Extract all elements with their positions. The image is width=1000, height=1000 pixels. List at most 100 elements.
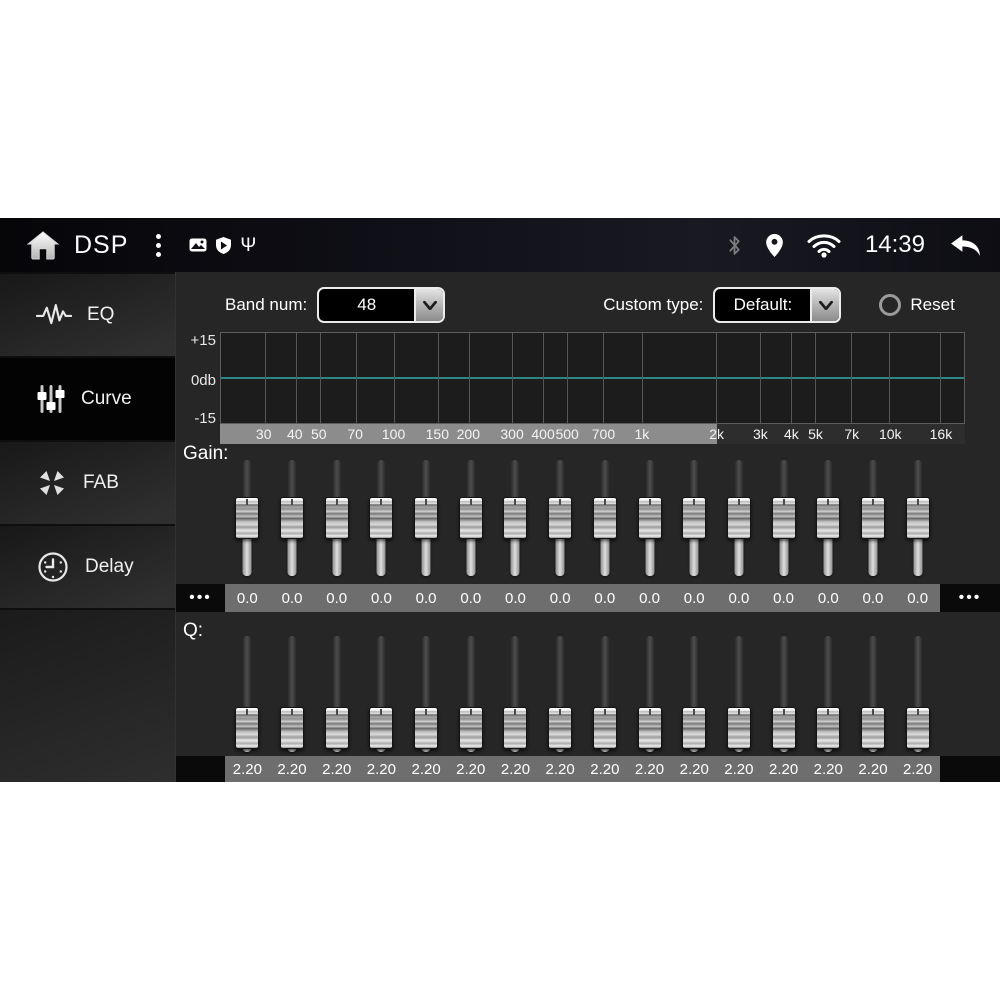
gain-value: 0.0 — [460, 589, 482, 607]
q-slider-thumb[interactable] — [235, 706, 260, 749]
home-icon[interactable] — [26, 230, 60, 260]
gain-slider-thumb[interactable] — [816, 497, 841, 539]
gain-slider[interactable] — [717, 458, 762, 578]
q-slider-thumb[interactable] — [905, 706, 930, 749]
q-slider-thumb[interactable] — [503, 706, 528, 749]
gain-slider-thumb[interactable] — [592, 497, 617, 539]
q-slider[interactable] — [225, 634, 270, 754]
sidebar-item-fab[interactable]: FAB — [0, 442, 175, 524]
q-slider[interactable] — [895, 634, 940, 754]
q-endcap-right — [940, 756, 1000, 782]
gain-slider-track-upper — [466, 460, 475, 518]
q-slider-thumb[interactable] — [324, 706, 349, 749]
gain-slider-thumb[interactable] — [458, 497, 483, 539]
gain-slider-thumb[interactable] — [860, 497, 885, 539]
zero-db-response-line — [221, 377, 964, 379]
gain-slider-thumb[interactable] — [235, 497, 260, 539]
q-slider[interactable] — [404, 634, 449, 754]
gain-slider-thumb[interactable] — [637, 497, 662, 539]
q-slider[interactable] — [270, 634, 315, 754]
q-slider[interactable] — [359, 634, 404, 754]
band-num-dropdown-button[interactable] — [414, 289, 444, 321]
gain-slider[interactable] — [761, 458, 806, 578]
q-value: 2.20 — [768, 760, 799, 778]
custom-type-dropdown-button[interactable] — [810, 289, 840, 321]
reset-radio-button[interactable] — [879, 294, 902, 316]
sidebar-item-eq[interactable]: EQ — [0, 274, 175, 356]
gain-slider-thumb[interactable] — [771, 497, 796, 539]
gain-slider-thumb[interactable] — [905, 497, 930, 539]
q-slider[interactable] — [672, 634, 717, 754]
q-slider[interactable] — [806, 634, 851, 754]
gain-slider[interactable] — [314, 458, 359, 578]
custom-type-dropdown[interactable]: Default: — [713, 287, 842, 323]
gain-value: 0.0 — [549, 589, 571, 607]
q-slider-thumb[interactable] — [458, 706, 483, 749]
gain-slider[interactable] — [627, 458, 672, 578]
gain-slider[interactable] — [448, 458, 493, 578]
gain-slider-thumb[interactable] — [280, 497, 305, 539]
q-slider[interactable] — [314, 634, 359, 754]
gain-slider-thumb[interactable] — [726, 497, 751, 539]
gain-slider-thumb[interactable] — [503, 497, 528, 539]
q-slider-thumb[interactable] — [548, 706, 573, 749]
sidebar-item-label: EQ — [87, 304, 115, 325]
band-num-dropdown[interactable]: 48 — [317, 287, 446, 323]
gain-slider[interactable] — [404, 458, 449, 578]
q-slider[interactable] — [493, 634, 538, 754]
q-slider-thumb[interactable] — [771, 706, 796, 749]
gain-slider-track-upper — [511, 460, 520, 518]
q-slider[interactable] — [851, 634, 896, 754]
sidebar-item-delay[interactable]: Delay — [0, 526, 175, 608]
gain-slider[interactable] — [672, 458, 717, 578]
gain-slider-thumb[interactable] — [682, 497, 707, 539]
wifi-icon — [807, 232, 841, 259]
gain-slider[interactable] — [225, 458, 270, 578]
sidebar-item-curve[interactable]: Curve — [0, 358, 175, 440]
frequency-tick-label: 50 — [311, 426, 327, 442]
clock-time: 14:39 — [864, 231, 925, 258]
gain-slider-thumb[interactable] — [324, 497, 349, 539]
gain-slider[interactable] — [806, 458, 851, 578]
q-slider-thumb[interactable] — [637, 706, 662, 749]
q-slider[interactable] — [448, 634, 493, 754]
q-slider[interactable] — [627, 634, 672, 754]
custom-type-label: Custom type: — [603, 295, 704, 314]
q-slider-thumb[interactable] — [682, 706, 707, 749]
gain-slider-thumb[interactable] — [414, 497, 439, 539]
gain-overflow-left-button[interactable]: ••• — [176, 584, 225, 612]
gain-slider[interactable] — [270, 458, 315, 578]
grid-line — [394, 333, 396, 423]
gain-slider[interactable] — [895, 458, 940, 578]
q-slider-thumb[interactable] — [592, 706, 617, 749]
gain-slider[interactable] — [851, 458, 896, 578]
q-slider-thumb[interactable] — [414, 706, 439, 749]
q-slider[interactable] — [761, 634, 806, 754]
gain-overflow-right-button[interactable]: ••• — [940, 584, 1000, 612]
grid-line — [603, 333, 605, 423]
gain-slider[interactable] — [583, 458, 628, 578]
overflow-menu-icon[interactable] — [156, 233, 162, 257]
q-slider-thumb[interactable] — [860, 706, 885, 749]
gain-slider-track-lower — [645, 518, 655, 576]
q-slider-thumb[interactable] — [816, 706, 841, 749]
q-value: 2.20 — [634, 760, 665, 778]
back-icon[interactable] — [949, 233, 982, 258]
q-slider-thumb[interactable] — [726, 706, 751, 749]
gain-slider[interactable] — [538, 458, 583, 578]
location-icon — [766, 233, 783, 257]
q-slider[interactable] — [538, 634, 583, 754]
gain-slider-track-upper — [600, 460, 609, 518]
gain-slider[interactable] — [359, 458, 404, 578]
q-slider-thumb[interactable] — [280, 706, 305, 749]
q-slider[interactable] — [717, 634, 762, 754]
eq-curve-graph: +15 0db -15 30 40 50 70 100 150 200 300 400 500 70… — [176, 332, 966, 444]
gain-slider[interactable] — [493, 458, 538, 578]
q-values-strip: 2.20 2.20 2.20 2.20 2.20 2.20 2.20 2.20 2.20 2.20… — [225, 756, 940, 782]
q-slider[interactable] — [583, 634, 628, 754]
q-slider-thumb[interactable] — [369, 706, 394, 749]
reset-label: Reset — [910, 295, 955, 314]
gain-slider-thumb[interactable] — [548, 497, 573, 539]
gain-slider-thumb[interactable] — [369, 497, 394, 539]
gain-slider-track-upper — [556, 460, 565, 518]
